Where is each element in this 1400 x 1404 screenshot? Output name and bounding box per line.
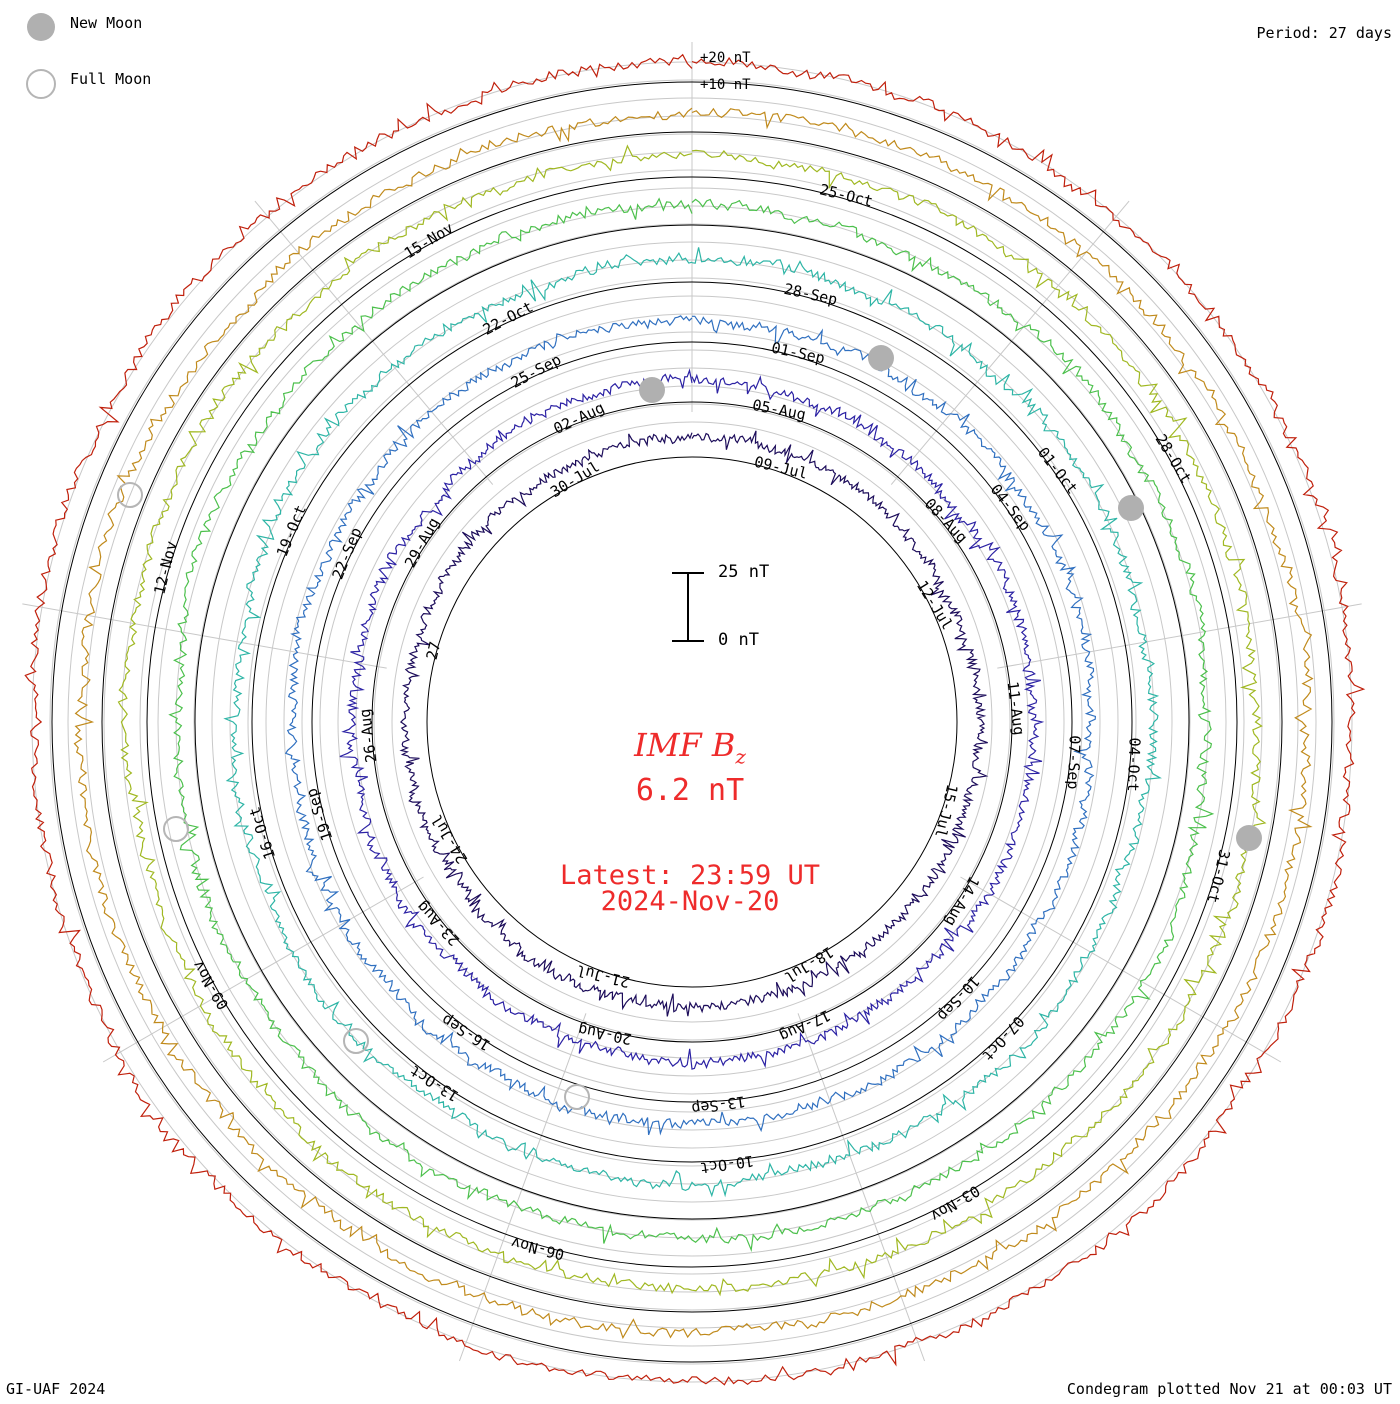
baseline-circle xyxy=(311,341,1073,1103)
ring-label: +10 nT xyxy=(700,77,751,93)
date-label: 22-Oct xyxy=(480,297,536,338)
date-label: 13-Oct xyxy=(407,1061,462,1105)
grid-spoke xyxy=(254,200,494,485)
scale-top-label: 25 nT xyxy=(718,562,770,582)
chart-title: IMF Bz xyxy=(0,726,1380,768)
baseline-circle xyxy=(426,456,958,988)
series-line-2 xyxy=(284,315,1097,1136)
series-line-3 xyxy=(223,247,1162,1198)
scale-bottom-label: 0 nT xyxy=(718,630,759,650)
full-moon-marker xyxy=(343,1028,369,1054)
grid-ring xyxy=(373,403,1011,1041)
chart-title-subscript: z xyxy=(735,744,746,769)
series-line-1 xyxy=(339,368,1045,1070)
new-moon-marker xyxy=(1236,825,1262,851)
chart-title-main: IMF B xyxy=(634,726,736,764)
baseline-circle xyxy=(51,81,1333,1363)
date-label: 05-Aug xyxy=(751,396,808,424)
date-label: 10-Oct xyxy=(699,1152,755,1177)
new-moon-marker xyxy=(639,377,665,403)
new-moon-marker xyxy=(868,345,894,371)
new-moon-legend-label: New Moon xyxy=(70,14,143,32)
series-line-6 xyxy=(73,107,1314,1340)
full-moon-legend-label: Full Moon xyxy=(70,70,152,88)
grid-spoke xyxy=(997,603,1362,669)
date-label: 19-Oct xyxy=(273,502,310,559)
grid-ring xyxy=(355,385,1029,1059)
date-label: 24-Jul xyxy=(428,811,472,867)
full-moon-marker xyxy=(117,482,143,508)
grid-spoke xyxy=(960,876,1282,1063)
date-label: 01-Sep xyxy=(770,339,827,368)
date-label: 25-Oct xyxy=(818,180,875,210)
date-label: 07-Sep xyxy=(1064,735,1084,790)
full-moon-marker xyxy=(163,816,189,842)
baseline-circle xyxy=(194,224,1190,1220)
baseline-circle xyxy=(251,281,1133,1163)
date-label: 15-Nov xyxy=(401,219,457,263)
date-label: 25-Sep xyxy=(508,350,564,391)
date-label: 28-Oct xyxy=(1152,431,1196,487)
date-label: 02-Aug xyxy=(551,399,608,438)
date-label: 09-Nov xyxy=(189,957,233,1013)
full-moon-legend-icon xyxy=(26,69,56,99)
grid-spoke xyxy=(102,876,424,1063)
series-line-5 xyxy=(117,144,1267,1297)
grid-ring xyxy=(337,367,1047,1077)
series-line-0 xyxy=(399,430,989,1017)
series-line-7 xyxy=(24,53,1366,1386)
latest-date: 2024-Nov-20 xyxy=(600,886,780,917)
plotted-timestamp: Condegram plotted Nov 21 at 00:03 UT xyxy=(1066,1380,1392,1398)
grid-ring xyxy=(391,421,993,1023)
new-moon-legend-icon xyxy=(27,13,55,41)
grid-ring xyxy=(319,349,1065,1095)
date-label: 12-Jul xyxy=(913,577,957,633)
grid-spoke xyxy=(458,1013,587,1362)
date-label: 21-Jul xyxy=(575,961,632,991)
grid-spoke xyxy=(22,603,387,669)
grid-spoke xyxy=(890,200,1130,485)
grid-ring xyxy=(265,295,1119,1149)
baseline-circle xyxy=(146,176,1238,1268)
date-label: 04-Oct xyxy=(1124,737,1144,792)
baseline-circle xyxy=(101,131,1283,1313)
ring-label: +20 nT xyxy=(700,50,751,66)
date-label: 06-Nov xyxy=(509,1233,566,1263)
credit-label: GI-UAF 2024 xyxy=(6,1380,106,1398)
series-line-4 xyxy=(168,197,1215,1253)
full-moon-marker xyxy=(564,1084,590,1110)
current-value: 6.2 nT xyxy=(635,773,745,808)
date-label: 27 xyxy=(423,640,445,662)
date-label: 01-Oct xyxy=(1034,444,1082,498)
period-label: Period: 27 days xyxy=(1256,24,1392,42)
latest-time: Latest: 23:59 UT xyxy=(559,860,821,891)
date-label: 12-Nov xyxy=(150,539,180,596)
baseline-circle xyxy=(371,401,1013,1043)
new-moon-marker xyxy=(1118,495,1144,521)
grid-spoke xyxy=(797,1013,926,1362)
date-label: 13-Sep xyxy=(690,1092,746,1117)
